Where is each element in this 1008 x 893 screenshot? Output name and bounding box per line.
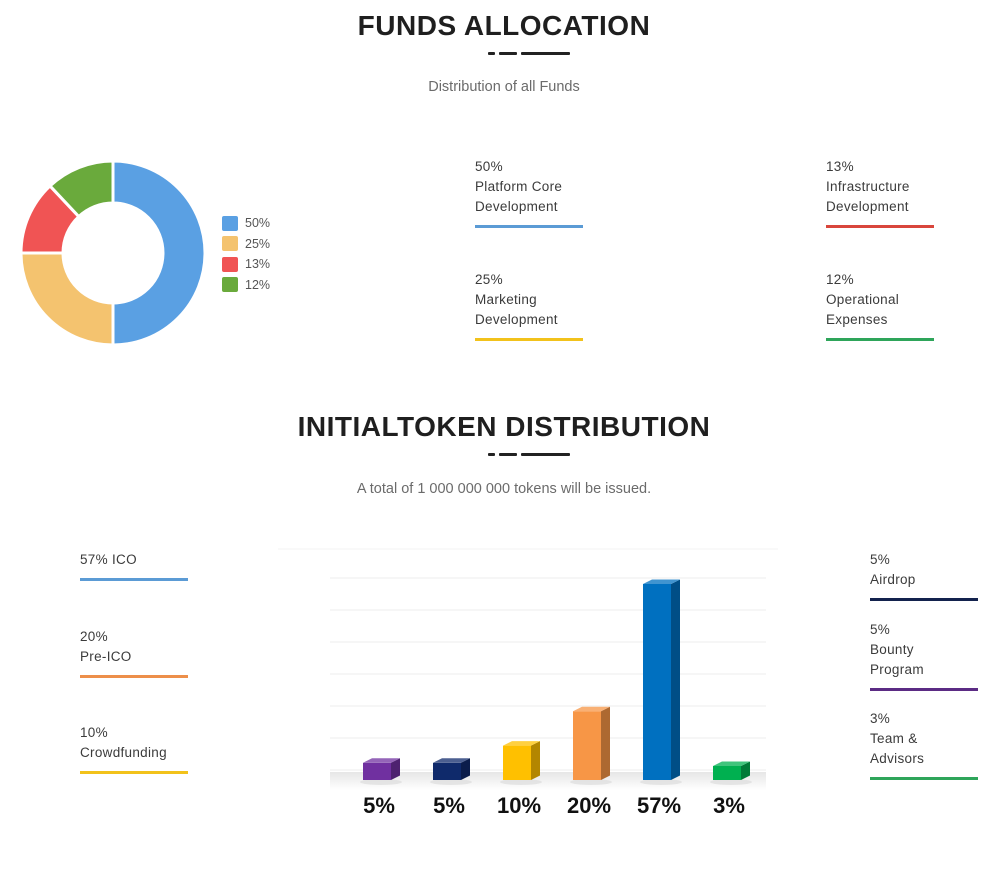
card-text: 20% Pre-ICO bbox=[80, 629, 132, 664]
card-underline bbox=[826, 225, 934, 228]
tokens-title-divider bbox=[488, 453, 570, 457]
tokens-subtitle: A total of 1 000 000 000 tokens will be … bbox=[356, 481, 652, 497]
card-underline bbox=[475, 338, 583, 341]
legend-swatch bbox=[222, 215, 238, 231]
legend-swatch bbox=[222, 256, 238, 272]
bar-label-5: 3% bbox=[713, 793, 745, 818]
bar-label-1: 5% bbox=[433, 793, 465, 818]
donut-legend-item: 13% bbox=[222, 254, 270, 275]
bar-2 bbox=[500, 741, 542, 785]
bar-label-3: 20% bbox=[567, 793, 611, 818]
card-text: 3% Team & Advisors bbox=[870, 711, 925, 766]
card-underline bbox=[870, 688, 978, 691]
donut-slice-3 bbox=[47, 159, 115, 219]
card-percent: 50% bbox=[475, 159, 503, 174]
bar-label-0: 5% bbox=[363, 793, 395, 818]
bar-label-4: 57% bbox=[637, 793, 681, 818]
card-text: 5% Bounty Program bbox=[870, 622, 924, 677]
donut-slice-0 bbox=[111, 159, 207, 347]
card-underline bbox=[80, 675, 188, 678]
legend-label: 25% bbox=[245, 236, 271, 251]
card-text: 10% Crowdfunding bbox=[80, 725, 167, 760]
card-underline bbox=[870, 777, 978, 780]
card-percent: 13% bbox=[826, 159, 854, 174]
bar-1 bbox=[430, 758, 472, 785]
card-text: 5% Airdrop bbox=[870, 552, 916, 587]
card-percent: 25% bbox=[475, 272, 503, 287]
token-bar-chart: 5% 5% 10% 20% 57% 3% bbox=[278, 548, 778, 818]
donut-legend: 50% 25% 13% 12% bbox=[222, 213, 270, 295]
donut-legend-item: 25% bbox=[222, 234, 270, 255]
token-card-ico: 57% ICO bbox=[80, 550, 188, 581]
card-underline bbox=[80, 578, 188, 581]
token-card-pre-ico: 20% Pre-ICO bbox=[80, 627, 188, 678]
bar-label-2: 10% bbox=[497, 793, 541, 818]
donut-legend-item: 12% bbox=[222, 275, 270, 296]
legend-swatch bbox=[222, 277, 238, 293]
card-label: Infrastructure Development bbox=[826, 179, 910, 214]
card-label: Operational Expenses bbox=[826, 292, 900, 327]
funds-card-marketing: 25% Marketing Development bbox=[475, 270, 583, 341]
token-card-crowdfunding: 10% Crowdfunding bbox=[80, 723, 188, 774]
card-label: Platform Core Development bbox=[475, 179, 563, 214]
card-label: Marketing Development bbox=[475, 292, 558, 327]
funds-donut-chart bbox=[19, 159, 207, 347]
legend-label: 13% bbox=[245, 257, 271, 272]
card-underline bbox=[475, 225, 583, 228]
tokens-title: INITIALTOKEN DISTRIBUTION bbox=[297, 411, 711, 442]
funds-subtitle: Distribution of all Funds bbox=[428, 79, 580, 95]
card-text: 57% ICO bbox=[80, 552, 137, 567]
funds-card-operational: 12% Operational Expenses bbox=[826, 270, 934, 341]
bar-4 bbox=[640, 579, 682, 785]
bar-5 bbox=[710, 761, 752, 785]
funds-card-platform: 50% Platform Core Development bbox=[475, 157, 583, 228]
token-card-team: 3% Team & Advisors bbox=[870, 709, 978, 780]
bar-0 bbox=[360, 758, 402, 785]
token-card-airdrop: 5% Airdrop bbox=[870, 550, 978, 601]
legend-swatch bbox=[222, 236, 238, 252]
bar-3 bbox=[570, 706, 612, 785]
token-card-bounty: 5% Bounty Program bbox=[870, 620, 978, 691]
card-underline bbox=[870, 598, 978, 601]
card-underline bbox=[80, 771, 188, 774]
donut-legend-item: 50% bbox=[222, 213, 270, 234]
card-underline bbox=[826, 338, 934, 341]
funds-title-divider bbox=[488, 52, 570, 56]
card-percent: 12% bbox=[826, 272, 854, 287]
funds-title: FUNDS ALLOCATION bbox=[357, 10, 651, 41]
legend-label: 50% bbox=[245, 216, 271, 231]
legend-label: 12% bbox=[245, 277, 271, 292]
donut-slice-1 bbox=[19, 251, 115, 347]
funds-card-infrastructure: 13% Infrastructure Development bbox=[826, 157, 934, 228]
